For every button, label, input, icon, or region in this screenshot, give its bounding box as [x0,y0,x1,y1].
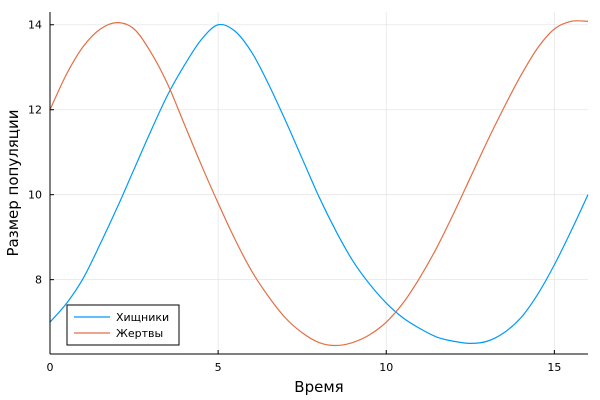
x-tick-label: 15 [547,361,561,374]
tick-labels: 0 5 10 15 8 10 12 14 [28,19,561,374]
series-line-predators [49,23,589,344]
series-line-prey [49,20,589,347]
legend-label-predators: Хищники [116,311,169,324]
y-tick-label: 14 [28,19,42,32]
legend-label-prey: Жертвы [116,327,163,340]
y-axis-label: Размер популяции [4,109,22,256]
y-tick-label: 8 [35,274,42,287]
series-lines [49,20,589,347]
y-tick-label: 10 [28,189,42,202]
axes [49,12,588,355]
legend-box [66,304,180,346]
x-axis-label: Время [294,378,343,396]
legend: Хищники Жертвы [66,304,180,346]
y-tick-label: 12 [28,104,42,117]
x-tick-label: 0 [47,361,54,374]
grid [49,12,588,354]
x-tick-label: 10 [379,361,393,374]
x-tick-label: 5 [215,361,222,374]
